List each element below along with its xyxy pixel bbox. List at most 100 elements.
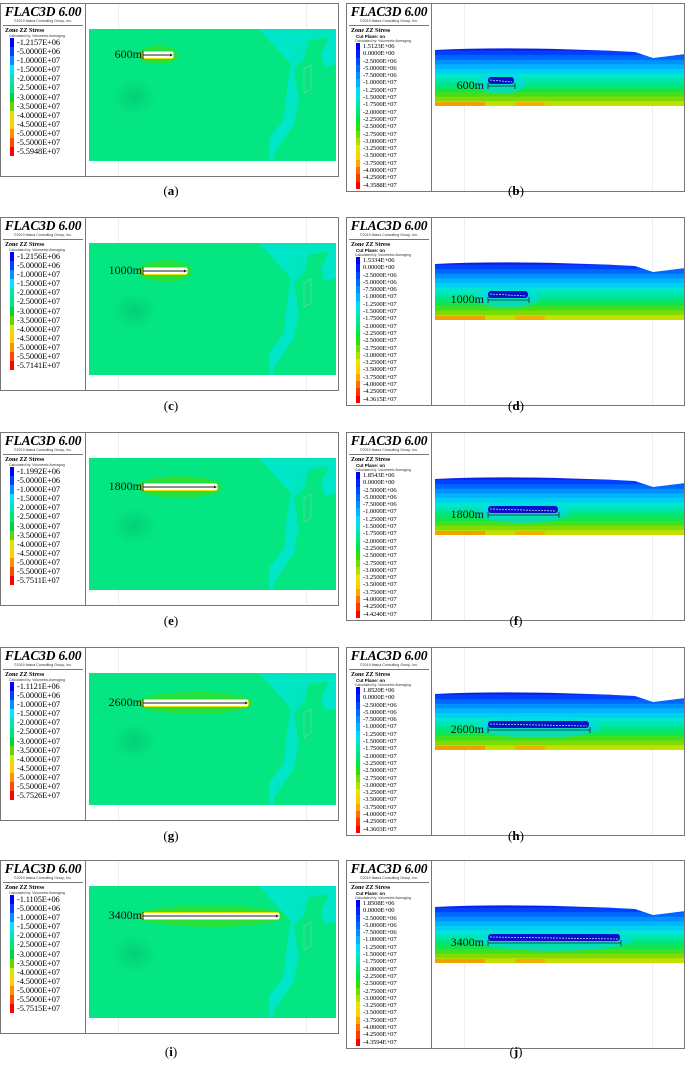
legend-row: -1.5000E+07 [347,951,431,959]
legend-value: -5.5000E+07 [17,995,60,1005]
legend-value: -1.5000E+07 [17,709,60,719]
paren: ) [518,613,523,628]
panel-i: FLAC3D 6.00 ©2019 Itasca Consulting Group… [0,860,339,1034]
legend-swatch [356,530,360,538]
face-length-label: 1800m [450,507,484,521]
legend-swatch [356,716,360,724]
legend-value: -1.0000E+07 [17,56,60,66]
divider [349,239,429,240]
legend-swatch [356,1016,360,1025]
legend-value: -2.0000E+07 [363,322,397,330]
legend-row: -4.2500E+07 [347,174,431,182]
legend-value: -3.2500E+07 [363,359,397,367]
face-length-label: 1000m [108,263,142,277]
calc-note: Calculated by: Volumetric Averaging [355,896,411,900]
legend-row: 1.5334E+06 [347,257,431,265]
legend-value: -2.0000E+07 [17,718,60,728]
caption-letter: e [168,613,174,628]
calc-note: Calculated by: Volumetric Averaging [355,683,411,687]
plan-contour [89,29,336,161]
copyright-note: ©2019 Itasca Consulting Group, Inc. [360,448,418,452]
legend-swatch [10,279,14,289]
paren: ) [519,183,524,198]
legend-row: -3.7500E+07 [347,1016,431,1025]
legend-swatch [356,344,360,352]
calc-note: Calculated by: Volumetric Averaging [9,678,65,682]
copyright-note: ©2019 Itasca Consulting Group, Inc. [360,233,418,237]
legend-swatch [356,818,360,826]
panel-c: FLAC3D 6.00 ©2019 Itasca Consulting Group… [0,217,339,391]
legend-value: -3.0000E+07 [363,781,397,789]
legend-row: -5.0000E+06 [1,476,85,486]
legend-row: -7.5000E+06 [347,72,431,80]
legend-value: -7.5000E+06 [363,929,397,937]
legend-swatch [356,811,360,819]
legend-swatch [10,958,14,968]
legend-value: -1.5000E+07 [363,738,397,746]
legend-swatch [10,47,14,57]
panel-g: FLAC3D 6.00 ©2019 Itasca Consulting Group… [0,647,339,821]
legend-swatch [356,479,360,487]
legend-swatch [10,110,14,120]
contour-title: Zone ZZ Stress [5,672,45,678]
legend-value: -1.2156E+06 [17,252,60,261]
legend-row: -3.2500E+07 [347,1002,431,1010]
legend-swatch [356,552,360,560]
legend-row: -2.5000E+07 [347,980,431,988]
legend-swatch [10,995,14,1005]
section-view: 3400m [432,861,684,1048]
legend-value: -4.0000E+07 [363,381,397,389]
legend-row: 0.0000E+00 [347,694,431,702]
legend-swatch [356,123,360,131]
legend-row: -3.5000E+07 [1,530,85,540]
legend-value: -5.5948E+07 [17,147,60,157]
legend-swatch [10,476,14,486]
legend-row: -2.5000E+07 [347,337,431,345]
legend-value: -3.5000E+07 [17,101,60,111]
legend-row: -3.2500E+07 [347,574,431,582]
legend-swatch [356,72,360,80]
legend-row: -3.7500E+07 [347,588,431,597]
legend-value: -1.2500E+07 [363,86,397,94]
legend-value: -4.2500E+07 [363,818,397,826]
legend-row: -5.7141E+07 [1,361,85,371]
contour-title: Zone ZZ Stress [351,242,391,248]
legend-value: -3.0000E+07 [17,949,60,959]
legend-value: -2.5000E+07 [17,727,60,737]
legend-row: -1.5000E+07 [347,738,431,746]
panel-d: FLAC3D 6.00 ©2019 Itasca Consulting Group… [346,217,685,406]
legend: FLAC3D 6.00 ©2019 Itasca Consulting Group… [347,861,432,1048]
legend-value: -4.3588E+07 [363,181,397,189]
legend-swatch [356,293,360,301]
legend-row: -3.5000E+07 [1,101,85,111]
legend-swatch [356,101,360,109]
legend-swatch [356,752,360,760]
copyright-note: ©2019 Itasca Consulting Group, Inc. [14,663,72,667]
legend-value: -5.7141E+07 [17,361,60,371]
legend-swatch [356,359,360,367]
legend-row: -2.5000E+07 [347,123,431,131]
face-length-label: 1800m [108,479,142,493]
legend-swatch [10,467,14,477]
divider [3,669,83,670]
legend: FLAC3D 6.00 ©2019 Itasca Consulting Group… [1,218,86,390]
legend-value: -4.3594E+07 [363,1038,397,1046]
legend-swatch [356,1002,360,1010]
legend-swatch [10,521,14,531]
legend-row: -3.0000E+07 [347,566,431,575]
legend-value: -2.7500E+07 [363,559,397,567]
legend-row: -2.0000E+07 [1,503,85,513]
legend-value: -4.0000E+07 [363,811,397,819]
legend-row: -3.5000E+07 [1,958,85,968]
legend-value: 0.0000E+00 [363,264,395,272]
software-title: FLAC3D 6.00 [4,861,82,876]
legend-row: -5.0000E+06 [347,708,431,717]
legend-swatch [356,803,360,812]
legend-swatch [10,128,14,139]
legend-value: -4.2500E+07 [363,603,397,611]
paren: ( [163,183,168,198]
legend-swatch [10,782,14,792]
legend-row: -1.1105E+06 [1,895,85,905]
legend-swatch [10,763,14,773]
legend-swatch [10,147,14,157]
